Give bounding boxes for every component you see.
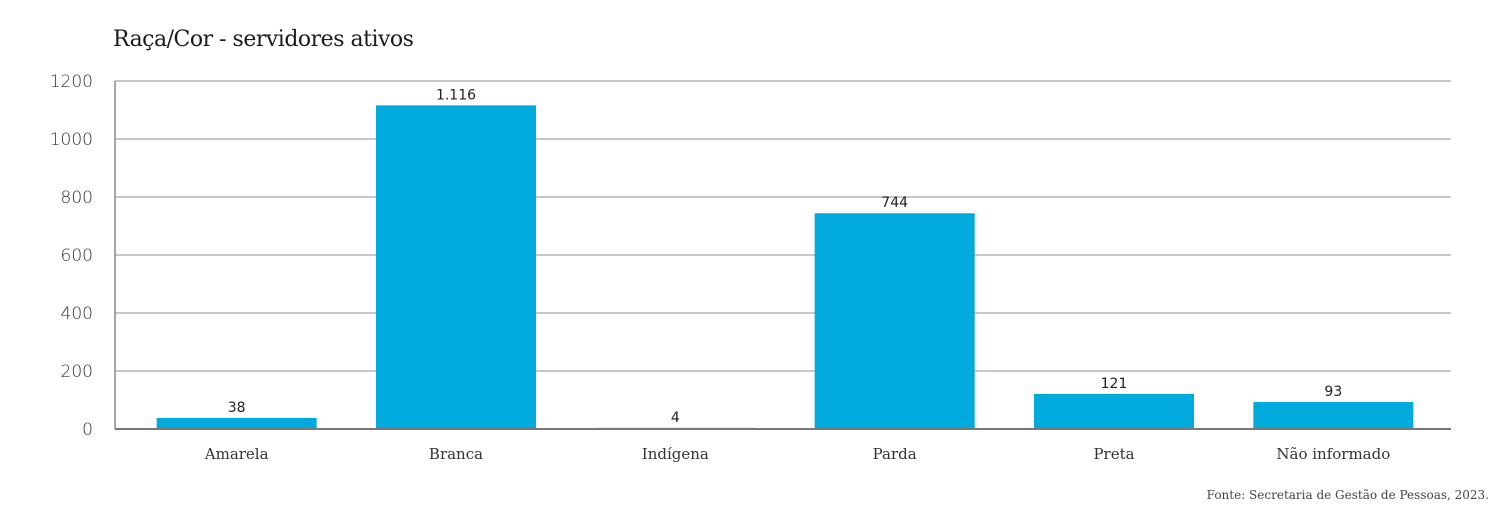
x-tick-label: Indígena <box>642 445 709 463</box>
y-tick-label: 600 <box>61 246 93 266</box>
data-label: 121 <box>1101 376 1128 392</box>
y-tick-label: 200 <box>61 362 93 382</box>
x-tick-label: Parda <box>873 445 917 463</box>
y-tick-label: 1000 <box>50 130 93 150</box>
data-label: 744 <box>881 195 908 211</box>
data-label: 38 <box>228 400 246 416</box>
bar-amarela <box>156 417 317 429</box>
data-label: 1.116 <box>436 87 476 103</box>
bar-branca <box>376 105 536 430</box>
x-tick-label: Amarela <box>204 445 269 463</box>
y-tick-label: 1200 <box>50 72 93 92</box>
y-tick-label: 400 <box>61 304 93 324</box>
data-label: 93 <box>1324 384 1342 400</box>
bar-parda <box>814 213 975 429</box>
x-tick-label: Não informado <box>1276 445 1390 463</box>
bar-não-informado <box>1253 402 1414 429</box>
x-tick-label: Branca <box>429 445 483 463</box>
data-label: 4 <box>671 410 680 426</box>
y-tick-label: 0 <box>82 420 93 440</box>
x-tick-label: Preta <box>1093 445 1134 463</box>
bar-preta <box>1034 393 1194 429</box>
source-note: Fonte: Secretaria de Gestão de Pessoas, … <box>1206 488 1489 502</box>
y-tick-label: 800 <box>61 188 93 208</box>
chart-title: Raça/Cor - servidores ativos <box>113 27 414 52</box>
